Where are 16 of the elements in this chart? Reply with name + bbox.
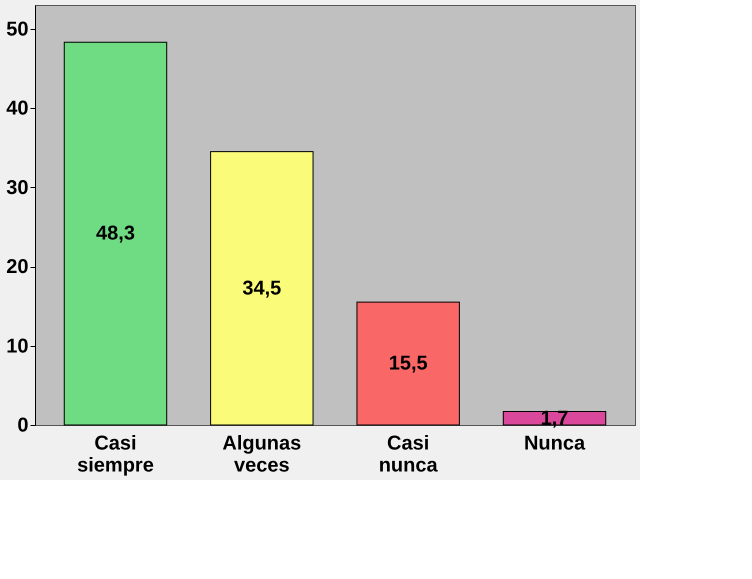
bar bbox=[356, 302, 460, 426]
x-tick-label: Casi siempre bbox=[77, 432, 154, 476]
y-tick-label: 20 bbox=[6, 256, 28, 278]
x-tick-label: Casi nunca bbox=[378, 432, 438, 476]
bar bbox=[64, 42, 168, 426]
y-tick-label: 10 bbox=[6, 335, 28, 358]
data-label: 48,3 bbox=[96, 222, 135, 245]
y-tick-label: 50 bbox=[6, 18, 28, 40]
data-label: 34,5 bbox=[242, 277, 282, 300]
bar bbox=[210, 151, 314, 426]
x-tick-label: Algunas veces bbox=[222, 432, 302, 476]
x-tick-label: Nunca bbox=[524, 432, 586, 454]
y-tick-label: 0 bbox=[17, 414, 28, 436]
y-tick-label: 40 bbox=[6, 98, 28, 120]
data-label: 15,5 bbox=[388, 352, 428, 375]
y-tick-label: 30 bbox=[6, 176, 28, 199]
